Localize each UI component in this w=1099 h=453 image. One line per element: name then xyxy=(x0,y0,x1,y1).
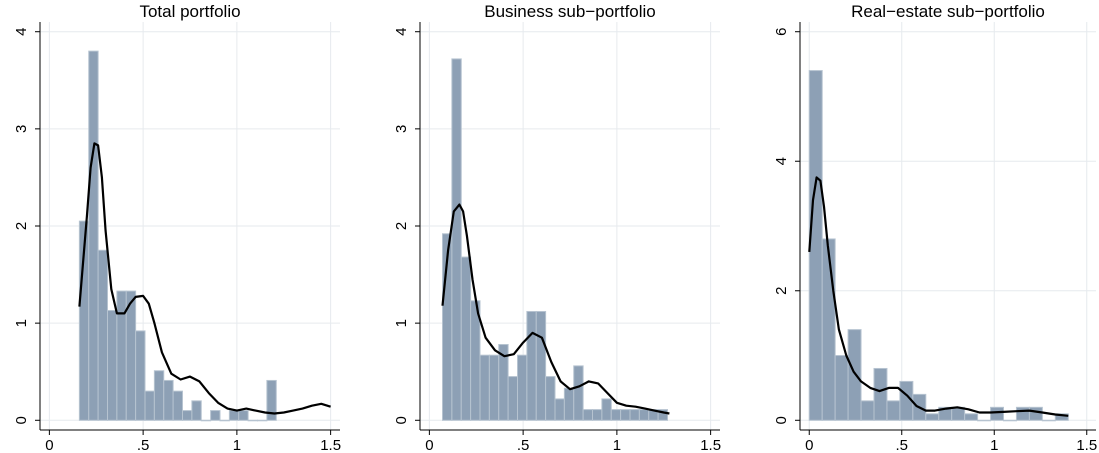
histogram-bar-16 xyxy=(592,409,603,421)
histogram-bar-2 xyxy=(97,249,108,421)
histogram-bar-20 xyxy=(266,379,277,421)
histogram-bar-1 xyxy=(88,50,99,421)
y-tick-label: 0 xyxy=(393,416,410,424)
histogram-bar-17 xyxy=(1028,406,1043,421)
histogram-bar-10 xyxy=(535,310,547,421)
y-tick-label: 0 xyxy=(13,416,30,424)
histogram-bar-7 xyxy=(507,376,518,421)
histogram-bar-5 xyxy=(873,367,888,421)
chart-title: Business sub−portfolio xyxy=(484,2,656,21)
x-tick-label: 1 xyxy=(613,437,621,453)
histogram-bar-6 xyxy=(135,330,146,421)
histogram-bar-9 xyxy=(925,413,940,421)
y-tick-label: 3 xyxy=(393,125,410,133)
y-tick-label: 1 xyxy=(393,319,410,327)
y-tick-label: 1 xyxy=(13,319,30,327)
histogram-bar-9 xyxy=(163,379,174,421)
chart-title: Real−estate sub−portfolio xyxy=(851,2,1045,21)
x-tick-label: 1.5 xyxy=(320,437,341,453)
histogram-bar-14 xyxy=(210,410,221,421)
histogram-bar-5 xyxy=(488,354,500,421)
histogram-bar-17 xyxy=(601,398,612,421)
histogram-bar-19 xyxy=(1054,413,1069,421)
histogram-bar-4 xyxy=(479,354,490,421)
y-tick-label: 6 xyxy=(773,28,790,36)
y-tick-label: 3 xyxy=(13,125,30,133)
histogram-bar-18 xyxy=(247,419,258,422)
histogram-bar-15 xyxy=(219,419,230,422)
histogram-bar-14 xyxy=(573,365,584,421)
y-tick-label: 2 xyxy=(393,222,410,230)
histogram-bar-16 xyxy=(228,410,240,421)
x-tick-label: 0 xyxy=(805,437,813,453)
histogram-bar-11 xyxy=(182,410,193,421)
histogram-bar-19 xyxy=(257,419,268,422)
histogram-bar-2 xyxy=(460,256,472,421)
histogram-bar-1 xyxy=(821,238,836,421)
x-tick-label: .5 xyxy=(895,437,908,453)
x-tick-label: 0 xyxy=(45,437,53,453)
histogram-bar-23 xyxy=(657,409,668,421)
y-tick-label: 4 xyxy=(13,28,30,36)
histogram-bar-17 xyxy=(238,410,249,421)
density-line xyxy=(441,203,670,415)
x-tick-label: .5 xyxy=(137,437,150,453)
histogram-bar-18 xyxy=(610,409,622,421)
y-tick-label: 2 xyxy=(13,222,30,230)
panel-real-estate-sub-portfolio: Real−estate sub−portfolio 0 2 4 6 0 .5 1 1.5 xyxy=(773,2,1097,453)
panel-business-sub-portfolio: Business sub−portfolio 0 1 2 3 4 0 .5 1 1.5 xyxy=(393,2,721,453)
histogram-bar-3 xyxy=(107,310,118,421)
histogram-bar-18 xyxy=(1041,419,1056,422)
histogram-bar-19 xyxy=(620,409,631,421)
histogram-bar-5 xyxy=(125,290,137,421)
x-tick-label: 1 xyxy=(990,437,998,453)
histogram-bar-12 xyxy=(964,413,979,421)
histogram-bar-20 xyxy=(629,409,640,421)
x-tick-label: 1.5 xyxy=(1076,437,1097,453)
histogram-bar-3 xyxy=(847,329,862,421)
histogram-bar-12 xyxy=(191,400,202,421)
histogram-bar-1 xyxy=(451,58,462,421)
histogram-bar-9 xyxy=(526,310,537,421)
y-tick-label: 4 xyxy=(773,157,790,165)
histogram-bar-10 xyxy=(172,390,183,421)
histogram-bar-2 xyxy=(834,355,849,421)
histogram-bar-16 xyxy=(1015,406,1030,421)
histogram-bar-15 xyxy=(1003,419,1017,422)
histogram-bar-0 xyxy=(808,70,823,421)
chart-title: Total portfolio xyxy=(139,2,240,21)
histogram-bar-11 xyxy=(545,376,556,421)
panel-total-portfolio: Total portfolio 0 1 2 3 4 0 .5 1 1.5 xyxy=(13,2,341,453)
histogram-bar-7 xyxy=(144,390,155,421)
histogram-bar-14 xyxy=(990,406,1004,421)
y-tick-label: 4 xyxy=(393,28,410,36)
density-line xyxy=(78,142,331,415)
y-tick-label: 0 xyxy=(773,416,790,424)
histogram-bar-4 xyxy=(860,400,875,421)
x-tick-label: .5 xyxy=(517,437,530,453)
histogram-bar-13 xyxy=(563,387,575,421)
histogram-bar-13 xyxy=(977,419,992,422)
histogram-bar-8 xyxy=(153,370,165,421)
x-tick-label: 0 xyxy=(425,437,433,453)
histogram-bar-6 xyxy=(886,400,901,421)
density-line xyxy=(808,176,1069,417)
histogram-bar-21 xyxy=(638,409,650,421)
x-tick-label: 1 xyxy=(233,437,241,453)
histogram-bar-15 xyxy=(582,409,593,421)
histogram-bar-12 xyxy=(554,398,565,421)
histogram-bar-8 xyxy=(517,354,528,421)
histogram-bar-13 xyxy=(200,419,212,422)
x-tick-label: 1.5 xyxy=(700,437,721,453)
y-tick-label: 2 xyxy=(773,287,790,295)
